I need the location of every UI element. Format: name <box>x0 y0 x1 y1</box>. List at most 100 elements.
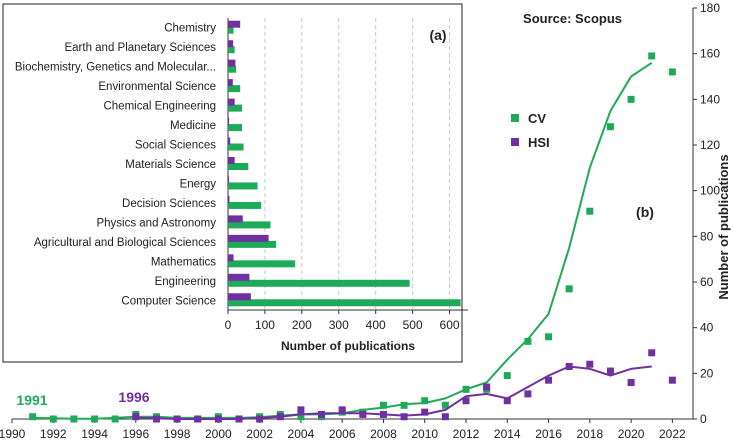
category-label: Agricultural and Biological Sciences <box>34 237 216 249</box>
data-point-cv <box>111 415 119 423</box>
data-point-cv <box>668 68 676 76</box>
data-point-hsi <box>400 413 408 421</box>
bar-hsi <box>228 176 230 184</box>
data-point-hsi <box>627 378 635 386</box>
x-tick-label: 2006 <box>329 427 356 441</box>
y-tick-label: 140 <box>700 92 720 106</box>
panel-label-a: (a) <box>429 27 446 43</box>
data-point-hsi <box>462 397 470 405</box>
legend-label-cv: CV <box>528 111 546 126</box>
bar-cv <box>228 240 276 248</box>
data-point-hsi <box>256 415 264 423</box>
data-point-hsi <box>503 397 511 405</box>
data-point-cv <box>70 415 78 423</box>
x-tick-label: 2020 <box>618 427 645 441</box>
bar-hsi <box>228 215 243 223</box>
category-label: Social Sciences <box>135 140 216 152</box>
data-point-hsi <box>214 415 222 423</box>
x-tick-label: 2002 <box>246 427 273 441</box>
category-label: Computer Science <box>121 295 216 307</box>
x-tick-label: 1998 <box>164 427 191 441</box>
bar-cv <box>228 46 235 54</box>
category-label: Materials Science <box>125 159 216 171</box>
category-label: Biochemistry, Genetics and Molecular... <box>15 62 216 74</box>
data-point-cv <box>606 123 614 131</box>
category-label: Energy <box>180 178 217 190</box>
bar-cv <box>228 65 237 73</box>
bar-cv <box>228 221 271 229</box>
bar-cv <box>228 143 244 151</box>
chart-labels: Source: Scopus (b) (a) Number of publica… <box>16 11 731 408</box>
data-point-cv <box>49 415 57 423</box>
panel-label-b: (b) <box>636 204 654 220</box>
y-tick-label: 180 <box>700 1 720 15</box>
bar-cv <box>228 163 249 170</box>
data-point-hsi <box>586 360 594 368</box>
y-tick-label: 120 <box>700 138 720 152</box>
category-label: Chemistry <box>164 23 216 35</box>
data-point-hsi <box>668 376 676 384</box>
data-point-hsi <box>524 390 532 398</box>
data-point-cv <box>400 401 408 409</box>
inset-x-tick-label: 200 <box>292 318 312 332</box>
data-point-cv <box>441 401 449 409</box>
data-point-cv <box>379 401 387 409</box>
data-point-cv <box>297 413 305 421</box>
data-point-hsi <box>132 413 140 421</box>
legend-marker-hsi <box>511 138 519 146</box>
y-tick-label: 0 <box>700 412 707 426</box>
category-label: Medicine <box>170 120 216 132</box>
category-label: Decision Sciences <box>122 198 216 210</box>
inset-x-tick-label: 600 <box>440 318 460 332</box>
category-label: Physics and Astronomy <box>96 217 216 229</box>
x-tick-label: 2014 <box>494 427 521 441</box>
x-tick-label: 2016 <box>535 427 562 441</box>
data-point-cv <box>421 397 429 405</box>
annotation-1991: 1991 <box>16 392 47 408</box>
data-point-cv <box>545 333 553 341</box>
x-tick-label: 1990 <box>0 427 26 441</box>
bar-hsi <box>228 118 230 126</box>
data-point-hsi <box>152 415 160 423</box>
data-point-hsi <box>338 406 346 414</box>
bar-hsi <box>228 20 241 28</box>
bar-hsi <box>228 98 235 106</box>
bar-hsi <box>228 195 230 203</box>
data-point-hsi <box>194 415 202 423</box>
data-point-cv <box>524 337 532 345</box>
data-point-hsi <box>421 408 429 416</box>
y-tick-label: 100 <box>700 184 720 198</box>
data-point-cv <box>565 285 573 293</box>
y-tick-label: 40 <box>700 321 714 335</box>
bar-hsi <box>228 79 233 87</box>
bar-cv <box>228 85 241 93</box>
data-point-hsi <box>565 362 573 370</box>
bar-cv <box>228 104 243 112</box>
main-chart: 1990 1992 1994 1996 1998 2000 2002 2004 2006 2008… <box>0 1 720 441</box>
category-label: Earth and Planetary Sciences <box>64 42 216 54</box>
x-tick-label: 1992 <box>40 427 67 441</box>
bar-cv <box>228 201 262 209</box>
inset-x-tick-label: 0 <box>225 318 232 332</box>
bar-cv <box>228 279 410 287</box>
x-tick-label: 2018 <box>576 427 603 441</box>
category-label: Mathematics <box>151 256 216 268</box>
bar-cv <box>228 182 258 190</box>
data-point-hsi <box>606 367 614 375</box>
x-tick-label: 2004 <box>288 427 315 441</box>
legend-label-hsi: HSI <box>528 135 550 150</box>
data-point-hsi <box>276 413 284 421</box>
data-point-cv <box>586 207 594 215</box>
bar-hsi <box>228 273 250 281</box>
x-tick-label: 2000 <box>205 427 232 441</box>
data-point-hsi <box>483 383 491 391</box>
data-point-hsi <box>379 410 387 418</box>
inset-chart: 0 100 200 300 400 500 600 Chemistry Earth and Pl… <box>2 3 468 363</box>
inset-x-tick-label: 100 <box>255 318 275 332</box>
data-point-cv <box>503 372 511 380</box>
inset-x-tick-label: 400 <box>366 318 386 332</box>
category-label: Environmental Science <box>98 81 216 93</box>
inset-x-tick-label: 300 <box>329 318 349 332</box>
